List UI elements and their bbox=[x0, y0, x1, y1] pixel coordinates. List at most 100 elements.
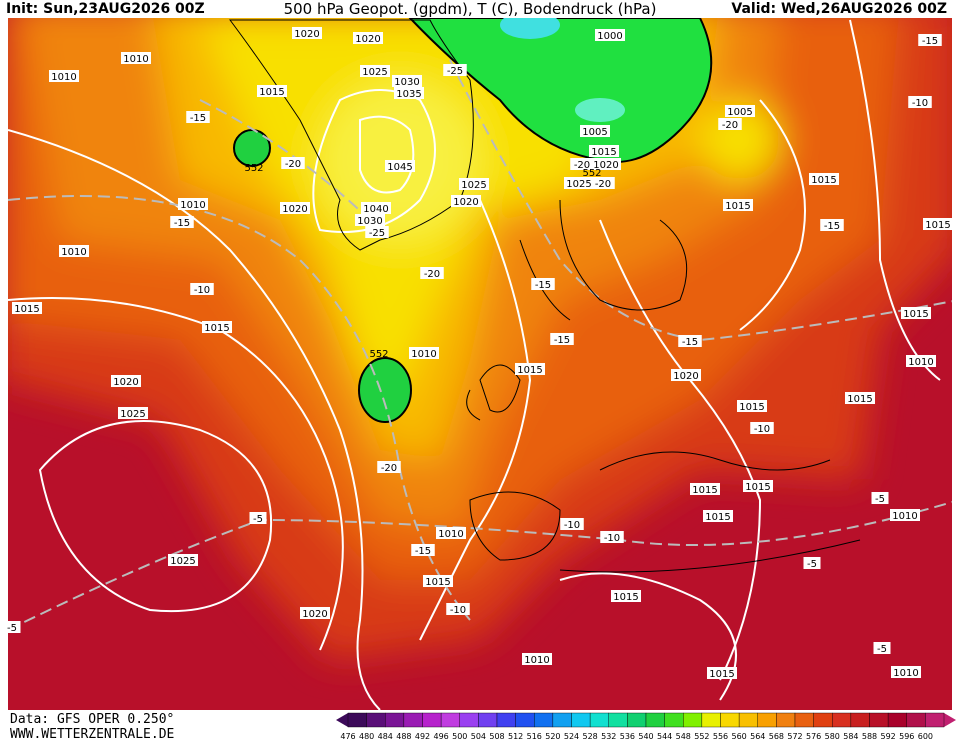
isobar-label: 1020 bbox=[113, 377, 138, 388]
temperature-label: -10 bbox=[450, 605, 466, 616]
temperature-label-box bbox=[411, 544, 435, 556]
colorbar-swatch bbox=[869, 712, 889, 728]
temperature-label-box bbox=[550, 333, 574, 345]
colorbar-swatch bbox=[794, 712, 814, 728]
colorbar-label: 500 bbox=[452, 732, 467, 741]
map-title: 500 hPa Geopot. (gpdm), T (C), Bodendruc… bbox=[284, 0, 657, 18]
isobar-label: 1020 bbox=[355, 34, 380, 45]
isobar-label: 1025 bbox=[170, 556, 195, 567]
colorbar-swatch bbox=[683, 712, 703, 728]
colorbar-label: 544 bbox=[657, 732, 672, 741]
colorbar-label: 520 bbox=[545, 732, 560, 741]
isobar-label-box bbox=[725, 105, 755, 117]
temperature-label-box bbox=[570, 158, 594, 170]
temperature-label: -20 bbox=[381, 463, 397, 474]
isobar-label-box bbox=[589, 145, 619, 157]
isobar-label: 1015 bbox=[259, 87, 284, 98]
isobar-label: 1015 bbox=[591, 147, 616, 158]
temperature-label-box bbox=[531, 278, 555, 290]
colorbar-swatch bbox=[366, 712, 386, 728]
colorbar-label: 524 bbox=[564, 732, 579, 741]
temperature-label: -15 bbox=[535, 280, 551, 291]
isobar-label: 1015 bbox=[903, 309, 928, 320]
isobar-label: 1035 bbox=[396, 89, 421, 100]
isobar-label: 1025 bbox=[120, 409, 145, 420]
colorbar-label: 508 bbox=[489, 732, 504, 741]
temperature-label-box bbox=[678, 335, 702, 347]
colorbar-swatch bbox=[757, 712, 777, 728]
colorbar-label: 484 bbox=[378, 732, 393, 741]
isobar-label: 1030 bbox=[394, 77, 419, 88]
isobar-label: 1015 bbox=[925, 220, 950, 231]
map-field bbox=[8, 18, 952, 710]
isobar-label: 1020 bbox=[453, 197, 478, 208]
isobar-label-box bbox=[611, 590, 641, 602]
isobar-label: 1020 bbox=[593, 160, 618, 171]
temperature-label: -5 bbox=[807, 559, 817, 570]
isobar-label-box bbox=[707, 667, 737, 679]
colorbar-swatch bbox=[422, 712, 442, 728]
isobar-label-box bbox=[202, 321, 232, 333]
isobar-label: 1015 bbox=[204, 323, 229, 334]
isobar-label-box bbox=[890, 509, 920, 521]
colorbar-label: 556 bbox=[713, 732, 728, 741]
colorbar-arrow-right bbox=[944, 713, 956, 727]
isobar-label: 1010 bbox=[61, 247, 86, 258]
temperature-label: -5 bbox=[875, 494, 885, 505]
temperature-label: -15 bbox=[174, 218, 190, 229]
isobar-label: 1045 bbox=[387, 162, 412, 173]
colorbar-label: 496 bbox=[433, 732, 448, 741]
colorbar-swatch bbox=[478, 712, 498, 728]
colorbar-swatch bbox=[608, 712, 628, 728]
isobar-label-box bbox=[111, 375, 141, 387]
colorbar-label: 516 bbox=[527, 732, 542, 741]
isobar-label: 1025 bbox=[566, 179, 591, 190]
isobar-label-box bbox=[737, 400, 767, 412]
colorbar-label: 572 bbox=[787, 732, 802, 741]
isobar-label: 1000 bbox=[597, 31, 622, 42]
temperature-label-box bbox=[170, 216, 194, 228]
isobar-label-box bbox=[723, 199, 753, 211]
colorbar-swatch bbox=[589, 712, 609, 728]
isobar-label: 1010 bbox=[908, 357, 933, 368]
temperature-label-box bbox=[918, 34, 942, 46]
colorbar-swatch bbox=[571, 712, 591, 728]
colorbar-swatch bbox=[403, 712, 423, 728]
temperature-label: -10 bbox=[912, 98, 928, 109]
temperature-label-box bbox=[190, 283, 214, 295]
colorbar-swatch bbox=[887, 712, 907, 728]
colorbar-swatch bbox=[459, 712, 479, 728]
temperature-label: -5 bbox=[7, 623, 17, 634]
isobar-label: 1015 bbox=[709, 669, 734, 680]
colorbar-label: 552 bbox=[694, 732, 709, 741]
colorbar-swatch bbox=[776, 712, 796, 728]
colorbar-label: 532 bbox=[601, 732, 616, 741]
colorbar-label: 584 bbox=[843, 732, 858, 741]
isobar-label: 1010 bbox=[893, 668, 918, 679]
isobar-label: 1010 bbox=[524, 655, 549, 666]
isobar-label-box bbox=[300, 607, 330, 619]
temperature-label: -10 bbox=[564, 520, 580, 531]
colorbar-label: 592 bbox=[880, 732, 895, 741]
colorbar-label: 560 bbox=[731, 732, 746, 741]
isobar-label: 1015 bbox=[705, 512, 730, 523]
colorbar-swatch bbox=[496, 712, 516, 728]
isobar-label-box bbox=[292, 27, 322, 39]
colorbar-swatch bbox=[720, 712, 740, 728]
isobar-label: 1010 bbox=[180, 200, 205, 211]
isobar-label: 1020 bbox=[302, 609, 327, 620]
isobar-label: 1005 bbox=[582, 127, 607, 138]
isobar-label: 1030 bbox=[357, 216, 382, 227]
temperature-label: -20 bbox=[574, 160, 590, 171]
isobar-label-box bbox=[580, 125, 610, 137]
colorbar-label: 536 bbox=[620, 732, 635, 741]
colorbar-label: 504 bbox=[471, 732, 486, 741]
temperature-label: -10 bbox=[194, 285, 210, 296]
isobar-label: 1010 bbox=[123, 54, 148, 65]
temperature-label-box bbox=[560, 518, 584, 530]
isobar-label: 1015 bbox=[517, 365, 542, 376]
isobar-label: 1015 bbox=[725, 201, 750, 212]
temperature-label: -5 bbox=[877, 644, 887, 655]
isobar-label: 1015 bbox=[811, 175, 836, 186]
colorbar-swatch bbox=[850, 712, 870, 728]
